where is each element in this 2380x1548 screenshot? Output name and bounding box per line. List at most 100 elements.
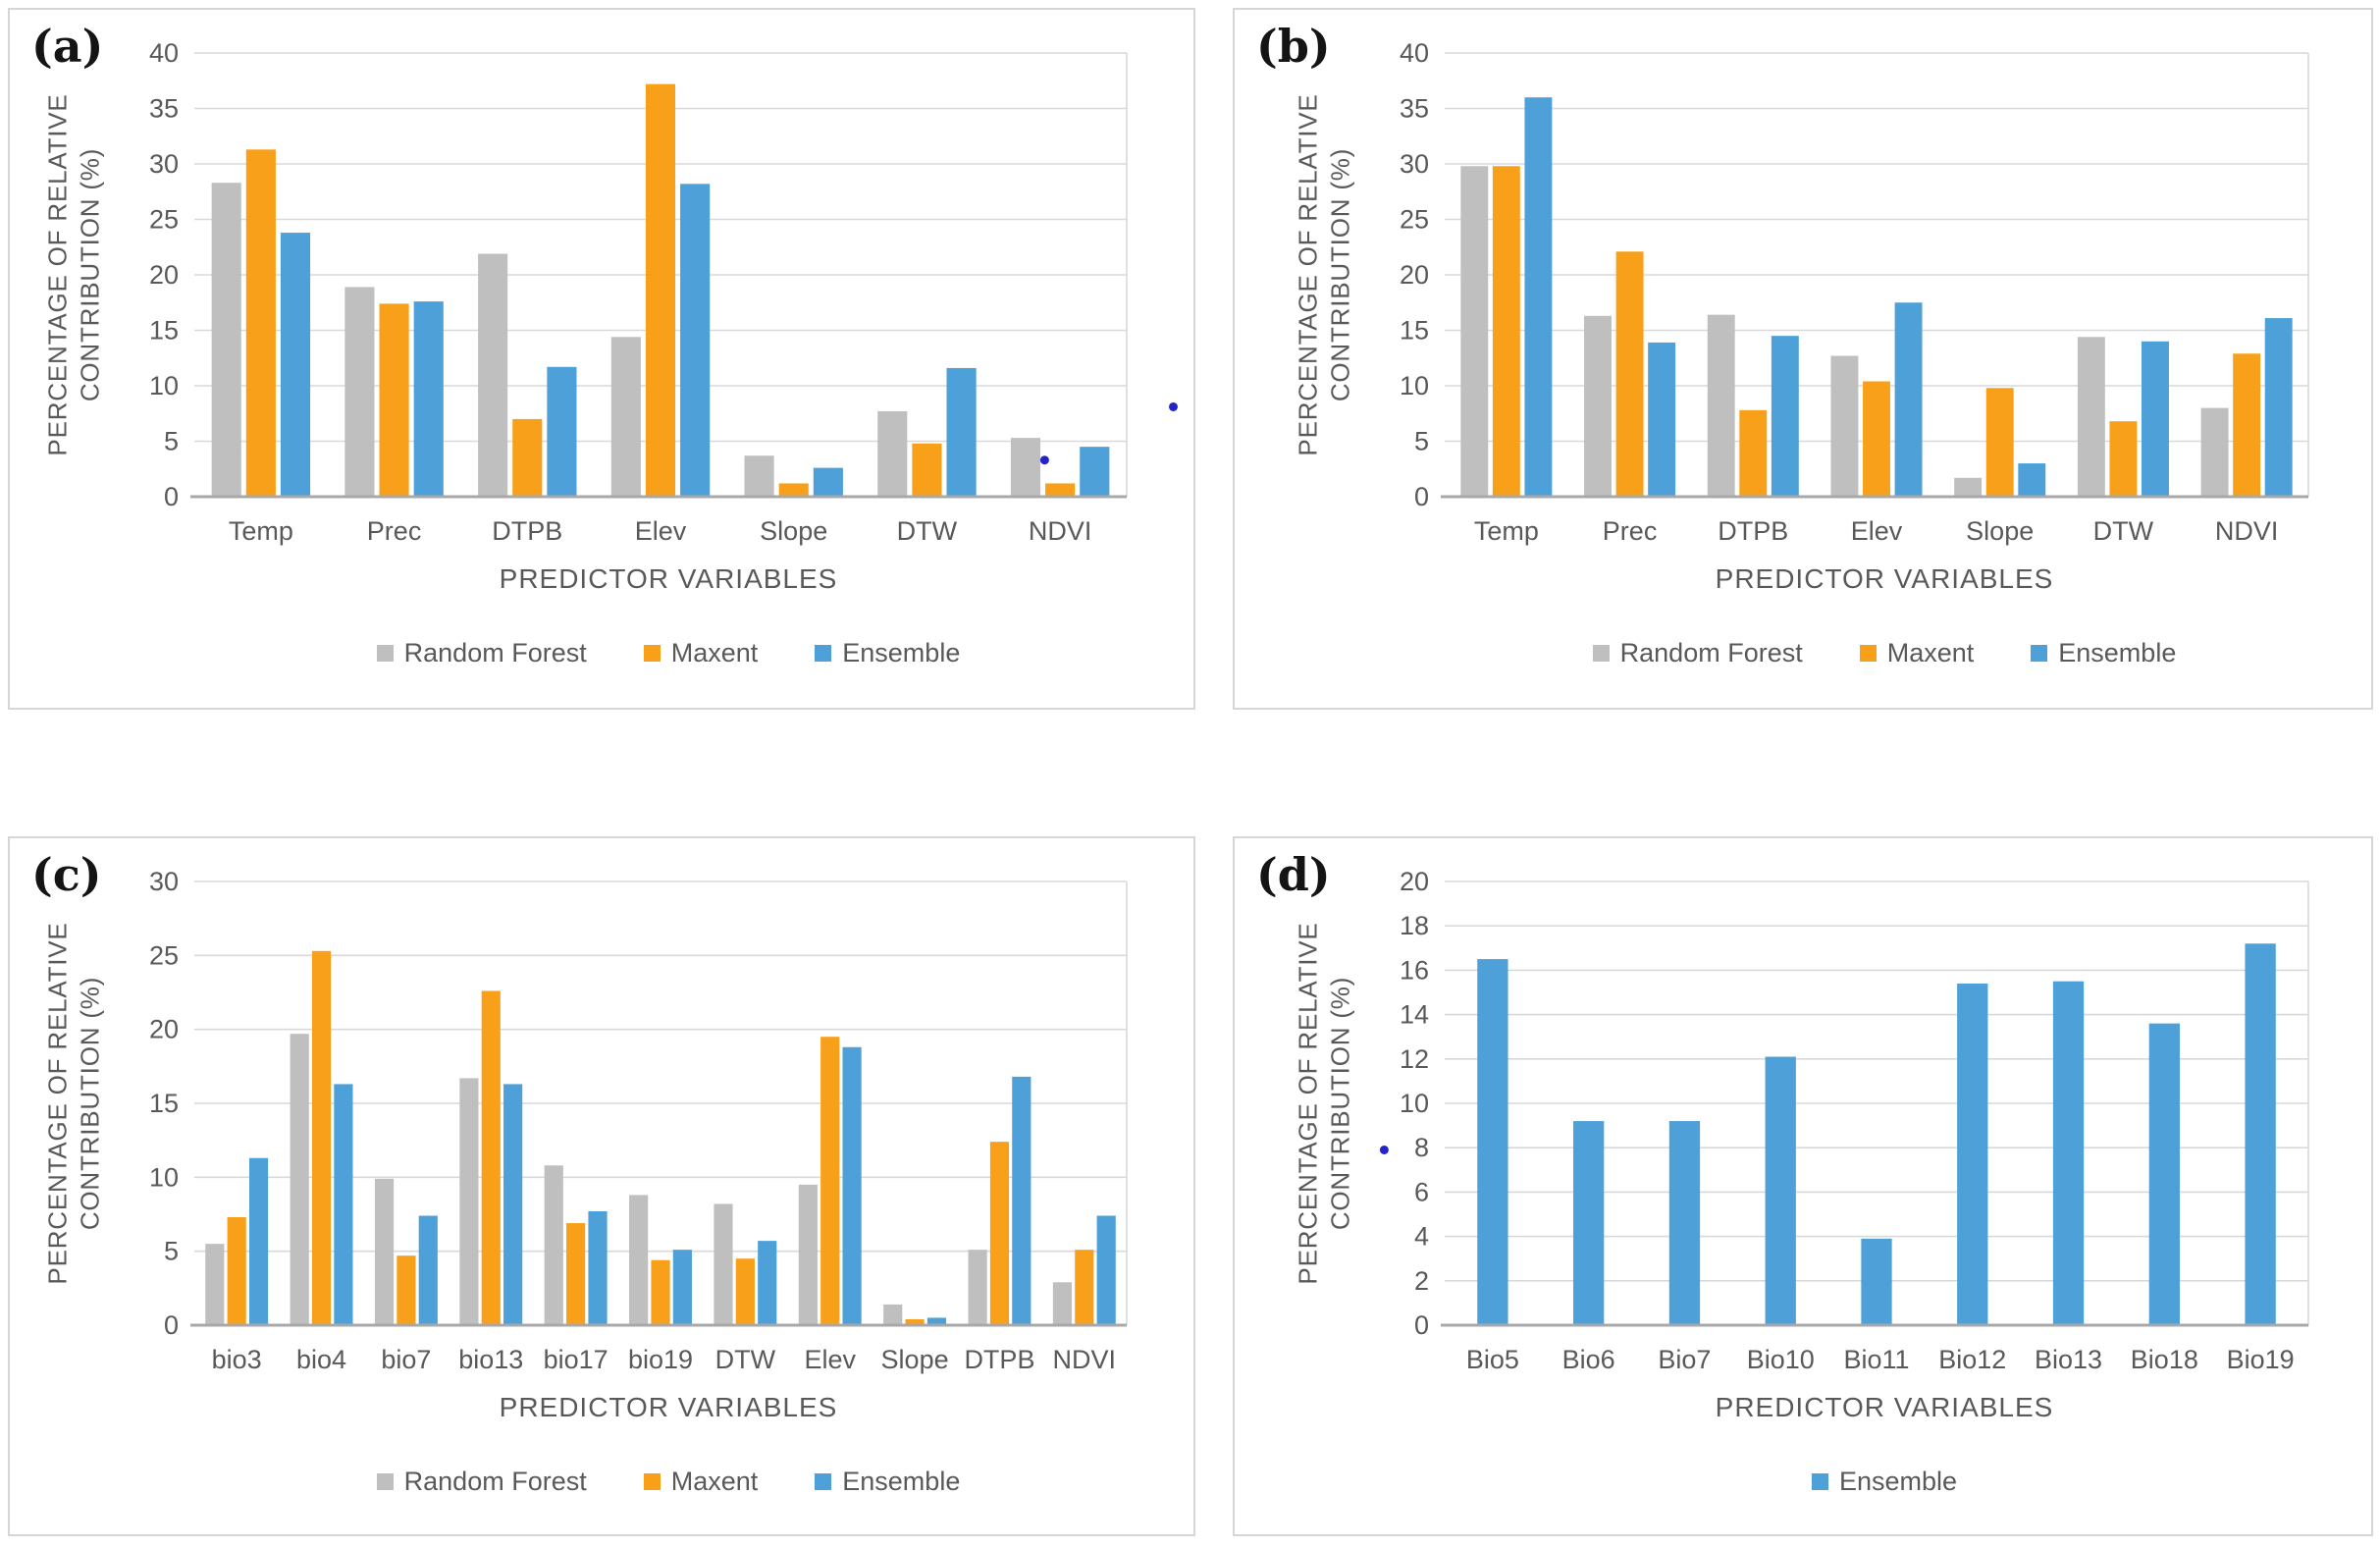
x-axis-title: PREDICTOR VARIABLES [499, 563, 838, 594]
bar-NDVI-ensemble [1080, 447, 1110, 497]
bar-Slope-random-forest [744, 455, 774, 497]
x-category-label: Bio18 [2131, 1345, 2198, 1374]
bar-bio7-random-forest [374, 1178, 395, 1325]
y-axis-title-line1: PERCENTAGE OF RELATIVE [1293, 93, 1323, 456]
y-tick-label: 25 [149, 940, 179, 970]
legend-swatch-icon [815, 645, 832, 662]
x-category-label: DTW [897, 516, 958, 546]
bar-Bio5-ensemble [1477, 959, 1508, 1325]
y-tick-label: 12 [1400, 1044, 1429, 1074]
bar-Elev-ensemble [842, 1046, 862, 1325]
y-tick-label: 25 [1400, 205, 1429, 235]
bar-Bio12-ensemble [1957, 983, 1988, 1325]
y-tick-label: 15 [149, 1089, 179, 1118]
legend-item: Maxent [643, 1467, 759, 1497]
y-axis-title-line1: PERCENTAGE OF RELATIVE [42, 93, 73, 456]
bar-Elev-random-forest [610, 337, 641, 497]
y-tick-label: 0 [1414, 482, 1429, 511]
legend-swatch-icon [1859, 645, 1877, 662]
y-axis-title: PERCENTAGE OF RELATIVE CONTRIBUTION (%) [1274, 864, 1376, 1325]
x-category-label: bio19 [628, 1345, 693, 1374]
bar-DTW-random-forest [2077, 337, 2105, 497]
legend: Random Forest Maxent Ensemble [126, 638, 1142, 668]
chart-panel-a: (a) PERCENTAGE OF RELATIVE CONTRIBUTION … [8, 8, 1195, 710]
bar-bio7-maxent [397, 1255, 416, 1325]
y-tick-label: 4 [1414, 1222, 1429, 1252]
x-category-label: bio7 [381, 1345, 431, 1374]
y-tick-label: 6 [1414, 1177, 1429, 1206]
bar-bio13-random-forest [459, 1078, 479, 1325]
x-axis-title: PREDICTOR VARIABLES [1715, 563, 2054, 594]
y-tick-label: 20 [1400, 867, 1429, 896]
bar-NDVI-random-forest [2200, 407, 2229, 497]
y-tick-label: 0 [164, 1310, 179, 1340]
y-tick-label: 20 [149, 260, 179, 290]
x-category-label: Bio6 [1562, 1345, 1615, 1374]
x-category-label: bio13 [458, 1345, 523, 1374]
bar-Bio19-ensemble [2245, 943, 2276, 1325]
x-category-label: Slope [881, 1345, 949, 1374]
y-tick-label: 15 [149, 316, 179, 346]
bar-chart: 0 2 4 6 8 10 12 14 16 18 20 Bio5 Bio6 Bio7 Bio10 Bio11 B… [1379, 867, 2309, 1374]
bar-Bio7-ensemble [1668, 1121, 1701, 1325]
y-tick-label: 25 [149, 205, 179, 235]
legend-item: Ensemble [2031, 638, 2176, 668]
bar-bio4-ensemble [334, 1084, 353, 1325]
x-category-label: DTW [715, 1345, 776, 1374]
chart-panel-b: (b) PERCENTAGE OF RELATIVE CONTRIBUTION … [1233, 8, 2373, 710]
panel-body: PERCENTAGE OF RELATIVE CONTRIBUTION (%) … [1235, 10, 2371, 668]
legend-label: Ensemble [842, 638, 961, 667]
y-tick-label: 20 [1400, 260, 1429, 290]
bar-bio13-maxent [481, 990, 501, 1325]
bar-NDVI-maxent [1045, 483, 1076, 497]
legend-swatch-icon [2031, 645, 2048, 662]
bar-Slope-random-forest [883, 1304, 903, 1325]
bar-Bio6-ensemble [1573, 1121, 1605, 1325]
legend-label: Ensemble [2058, 638, 2177, 667]
y-axis-title-line1: PERCENTAGE OF RELATIVE [1293, 922, 1323, 1285]
y-tick-label: 40 [149, 38, 179, 68]
legend-label: Ensemble [1838, 1467, 1958, 1496]
legend-label: Random Forest [1619, 638, 1803, 667]
y-tick-label: 30 [149, 867, 179, 896]
chart-panel-d: (d) PERCENTAGE OF RELATIVE CONTRIBUTION … [1233, 836, 2373, 1536]
bar-bio13-ensemble [503, 1084, 523, 1325]
y-axis-title-line2: CONTRIBUTION (%) [1326, 147, 1355, 402]
bar-DTPB-random-forest [478, 253, 508, 497]
y-axis-title-line2: CONTRIBUTION (%) [76, 976, 105, 1231]
x-category-label: DTPB [1718, 516, 1788, 546]
panel-body: PERCENTAGE OF RELATIVE CONTRIBUTION (%) … [10, 10, 1193, 668]
bar-DTPB-ensemble [1012, 1076, 1031, 1325]
x-category-label: Bio10 [1747, 1345, 1815, 1374]
legend-swatch-icon [643, 645, 661, 662]
bar-Temp-random-forest [211, 183, 241, 497]
bar-Bio10-ensemble [1765, 1056, 1796, 1325]
bar-Elev-random-forest [1830, 355, 1859, 497]
bar-bio17-ensemble [588, 1210, 608, 1325]
bar-Prec-random-forest [1584, 315, 1612, 497]
bar-bio19-ensemble [672, 1250, 692, 1325]
bar-DTW-maxent [2109, 421, 2138, 497]
bar-DTW-maxent [912, 443, 942, 497]
x-category-label: Bio13 [2035, 1345, 2102, 1374]
x-category-label: Bio7 [1658, 1345, 1711, 1374]
y-tick-label: 5 [1414, 427, 1429, 456]
bar-DTPB-maxent [512, 418, 543, 497]
bar-Elev-maxent [820, 1037, 840, 1325]
x-category-label: Prec [1603, 516, 1658, 546]
legend-label: Maxent [670, 638, 759, 667]
bar-bio7-ensemble [418, 1215, 438, 1325]
legend-label: Maxent [670, 1467, 759, 1496]
legend-label: Random Forest [403, 638, 587, 667]
y-tick-label: 5 [164, 1237, 179, 1266]
legend: Random Forest Maxent Ensemble [1376, 638, 2324, 668]
bar-Elev-maxent [1863, 381, 1890, 497]
y-tick-label: 14 [1400, 1000, 1429, 1030]
y-tick-label: 10 [1400, 371, 1429, 400]
bar-bio17-maxent [566, 1223, 586, 1325]
x-category-label: bio4 [296, 1345, 346, 1374]
bar-Temp-ensemble [1524, 97, 1553, 497]
bar-bio4-maxent [311, 950, 332, 1325]
panel-label: (c) [31, 848, 102, 901]
bar-bio17-random-forest [544, 1165, 563, 1325]
